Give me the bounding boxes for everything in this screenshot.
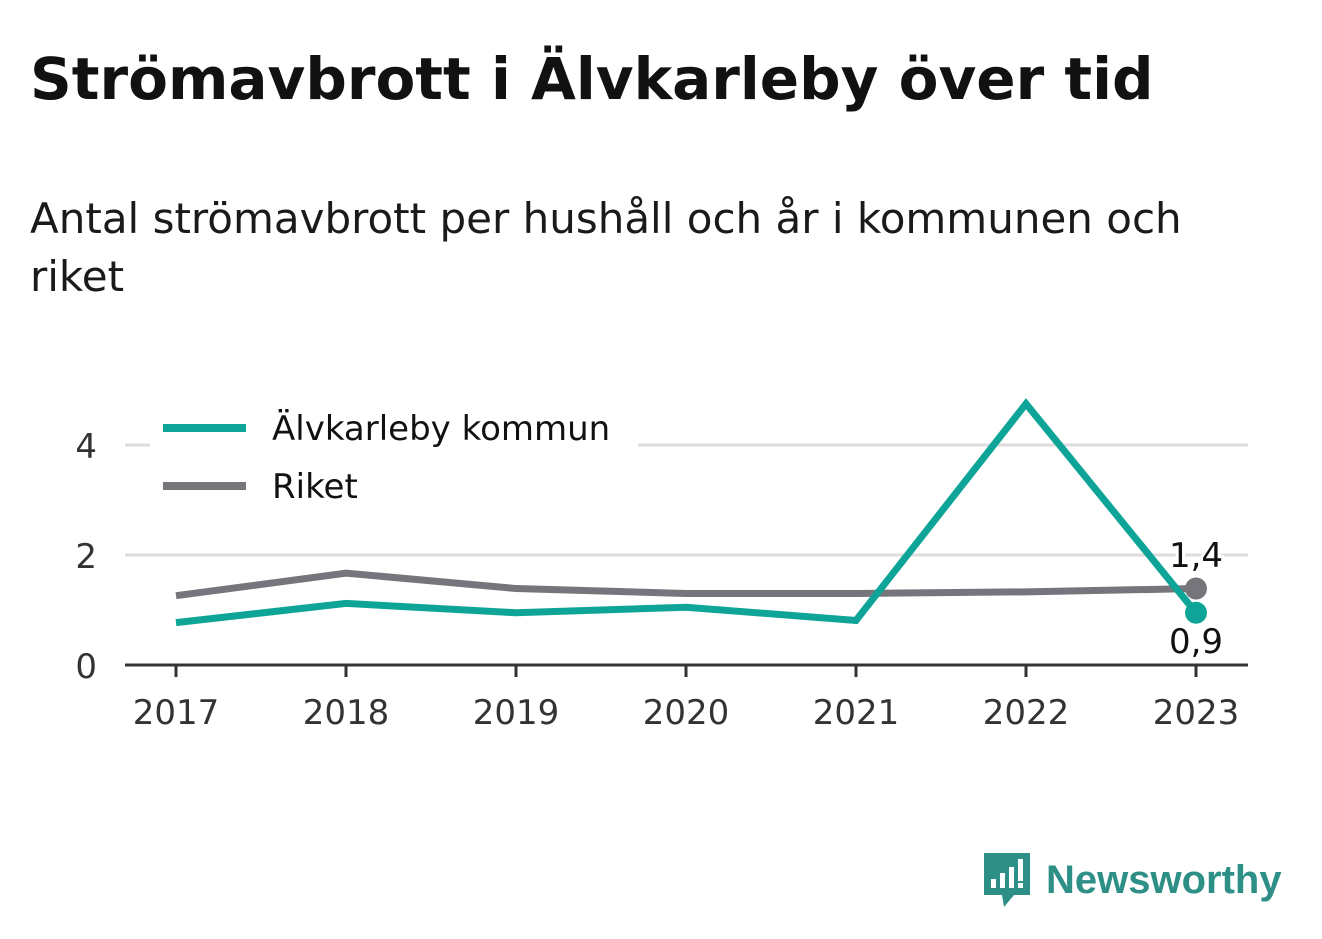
series-line [175, 569, 1197, 600]
chart-subtitle: Antal strömavbrott per hushåll och år i … [30, 194, 1182, 301]
y-tick-label: 2 [75, 537, 97, 577]
end-label: 0,9 [1169, 622, 1223, 662]
y-tick-label: 0 [75, 647, 97, 687]
x-tick-label: 2020 [643, 693, 730, 733]
brand-logo: Newsworthy [980, 848, 1282, 912]
x-axis-ticks: 2017 2018 2019 2020 2021 2022 2023 [133, 665, 1240, 733]
end-marker [1185, 601, 1207, 624]
legend: Älvkarleby kommun Riket [150, 400, 638, 518]
brand-name: Newsworthy [1046, 857, 1282, 902]
legend-label: Älvkarleby kommun [272, 409, 610, 449]
y-axis-ticks: 0 2 4 [75, 427, 97, 687]
x-tick-label: 2018 [303, 693, 390, 733]
series-line [175, 398, 1199, 627]
x-tick-label: 2023 [1153, 693, 1240, 733]
end-label: 1,4 [1169, 536, 1223, 576]
chart-title: Strömavbrott i Älvkarleby över tid [30, 45, 1154, 113]
end-labels: 1,4 0,9 [1166, 533, 1226, 665]
end-marker [1185, 577, 1207, 600]
x-tick-label: 2019 [473, 693, 560, 733]
x-tick-label: 2022 [983, 693, 1070, 733]
x-tick-label: 2017 [133, 693, 220, 733]
legend-background [150, 400, 638, 518]
x-tick-label: 2021 [813, 693, 900, 733]
newsworthy-logo-icon [984, 853, 1030, 907]
series-lines [175, 398, 1199, 627]
y-tick-label: 4 [75, 427, 97, 467]
legend-label: Riket [272, 467, 358, 507]
